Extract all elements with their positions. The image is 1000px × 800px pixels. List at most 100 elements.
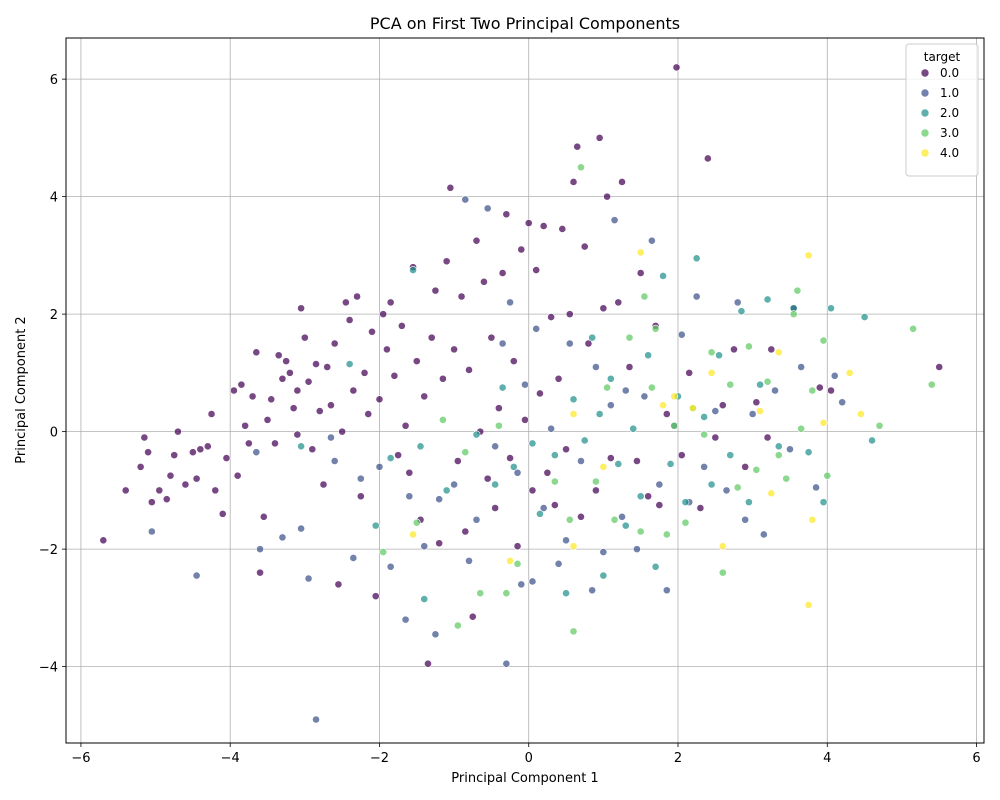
data-point-series-0 (532, 266, 541, 274)
data-point-series-0 (565, 310, 574, 319)
data-point-series-0 (696, 504, 705, 512)
x-tick-label: 6 (972, 751, 980, 766)
data-point-series-3 (782, 474, 791, 483)
data-point-series-1 (577, 457, 585, 465)
data-point-series-0 (99, 536, 108, 545)
data-point-series-1 (386, 562, 395, 571)
data-point-series-0 (524, 219, 533, 227)
data-point-series-2 (416, 442, 425, 451)
data-point-series-3 (610, 515, 619, 524)
data-point-series-0 (233, 471, 242, 480)
data-point-series-0 (521, 415, 529, 424)
data-point-series-3 (453, 621, 462, 630)
data-point-series-0 (203, 442, 212, 451)
data-point-series-0 (121, 486, 130, 495)
data-point-series-0 (677, 451, 686, 460)
data-point-series-3 (476, 589, 485, 598)
data-point-series-1 (472, 515, 481, 524)
data-point-series-2 (860, 313, 869, 321)
data-point-series-0 (379, 310, 388, 319)
data-point-series-4 (756, 407, 764, 415)
data-point-series-3 (651, 324, 660, 333)
data-point-series-0 (155, 486, 164, 495)
data-point-series-0 (618, 178, 626, 186)
data-point-series-0 (360, 368, 369, 377)
data-point-series-3 (662, 530, 671, 539)
data-point-series-0 (308, 445, 317, 454)
x-tick-label: −4 (221, 751, 240, 766)
data-point-series-0 (718, 401, 727, 410)
data-point-series-4 (804, 251, 813, 260)
data-point-series-2 (745, 498, 753, 507)
data-point-series-1 (771, 386, 779, 395)
data-point-series-0 (267, 395, 276, 404)
plot-frame (65, 37, 985, 744)
data-point-series-0 (636, 269, 645, 277)
legend-entry-label: 3.0 (940, 126, 959, 140)
data-point-series-1 (640, 392, 649, 401)
legend-entry-label: 4.0 (940, 146, 959, 160)
data-point-series-1 (700, 462, 709, 471)
data-point-series-4 (808, 515, 817, 524)
data-point-series-0 (330, 339, 339, 348)
data-point-series-0 (140, 433, 149, 442)
data-point-series-0 (644, 492, 653, 501)
data-point-series-0 (655, 501, 664, 509)
data-point-series-0 (509, 357, 518, 366)
data-point-series-0 (446, 183, 455, 192)
x-tick-label: 2 (674, 751, 682, 766)
data-point-series-0 (278, 374, 287, 383)
legend-title: target (924, 50, 961, 64)
data-point-series-1 (748, 410, 757, 418)
data-point-series-4 (707, 368, 716, 377)
data-point-series-2 (472, 430, 481, 439)
data-point-series-2 (498, 383, 507, 392)
data-point-series-0 (252, 348, 261, 357)
data-point-series-0 (297, 304, 305, 313)
legend-marker (920, 148, 930, 158)
data-point-series-0 (241, 421, 250, 430)
y-tick-label: 4 (50, 191, 58, 206)
data-point-series-2 (599, 571, 608, 580)
data-point-series-4 (804, 601, 813, 609)
data-point-series-3 (625, 333, 634, 342)
data-point-series-3 (733, 483, 742, 492)
data-point-series-2 (297, 442, 305, 451)
data-point-series-4 (767, 489, 776, 498)
data-point-series-0 (577, 512, 585, 521)
data-point-series-3 (823, 471, 832, 480)
data-point-series-0 (405, 468, 414, 477)
data-point-series-1 (465, 556, 473, 565)
data-point-series-0 (498, 269, 507, 277)
data-point-series-0 (662, 410, 671, 418)
data-point-series-0 (603, 192, 611, 201)
data-point-series-0 (327, 401, 335, 410)
data-point-series-2 (651, 562, 660, 571)
x-tick-label: −2 (370, 751, 389, 766)
data-point-series-4 (774, 348, 783, 357)
data-point-series-3 (565, 515, 574, 524)
data-point-series-1 (539, 504, 548, 512)
data-point-series-2 (588, 333, 597, 342)
data-point-series-0 (815, 383, 824, 392)
legend-entry-label: 1.0 (940, 86, 959, 100)
data-point-series-1 (599, 548, 608, 556)
data-point-series-1 (547, 424, 556, 433)
data-point-series-0 (763, 433, 772, 442)
data-point-series-0 (633, 457, 641, 465)
data-point-series-3 (793, 286, 802, 295)
data-point-series-1 (349, 554, 358, 562)
data-point-series-3 (439, 415, 447, 424)
data-point-series-1 (431, 630, 440, 639)
data-point-series-0 (752, 398, 761, 407)
data-point-series-1 (621, 386, 630, 395)
data-point-series-3 (789, 310, 798, 319)
data-point-series-0 (181, 480, 190, 489)
data-point-series-2 (804, 448, 813, 457)
data-point-series-2 (371, 521, 380, 530)
data-point-series-3 (763, 377, 772, 386)
data-point-series-1 (356, 474, 365, 483)
data-point-series-2 (420, 595, 429, 603)
data-point-series-0 (435, 539, 444, 548)
